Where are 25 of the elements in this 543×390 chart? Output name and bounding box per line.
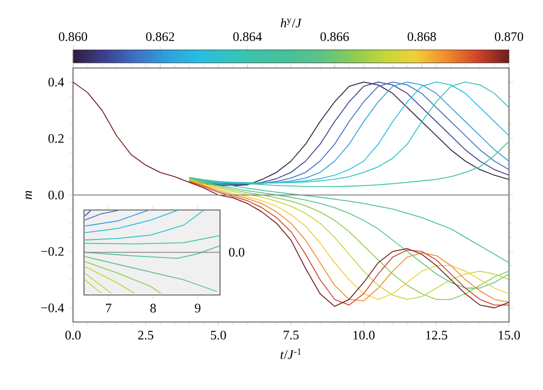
color-bar-title: h$^{y}$/J [280,18,302,28]
y-tick-label: −0.4 [41,303,64,312]
y-axis-title: m [26,190,32,200]
ref-line-label: 0.0 [229,248,244,257]
x-tick-label: 7.5 [284,330,299,340]
y-tick-label: −0.2 [41,247,64,256]
x-tick-label: 7 [106,304,112,312]
color-bar-label: 0.868 [408,32,436,42]
color-bar-label: 0.866 [320,32,349,42]
x-tick-label: 10.0 [353,330,375,340]
x-tick-label: 15.0 [498,330,520,340]
x-tick-label: 5.0 [210,330,226,340]
color-bar-label: 0.860 [58,32,88,42]
y-tick-label: 0.0 [48,190,64,200]
x-tick-label: 0.0 [65,330,81,340]
y-tick-label: 0.2 [48,134,64,143]
x-tick-label: 12.5 [426,330,448,340]
x-axis-title: t/J$^{-1}$ [280,348,301,359]
x-tick-label: 8 [150,304,156,313]
color-bar-label: 0.870 [494,32,524,42]
y-tick-label: 0.4 [48,78,64,87]
x-tick-label: 9 [194,304,200,313]
color-bar-label: 0.864 [233,32,262,42]
color-bar-label: 0.862 [146,32,174,42]
x-tick-label: 2.5 [138,330,154,340]
